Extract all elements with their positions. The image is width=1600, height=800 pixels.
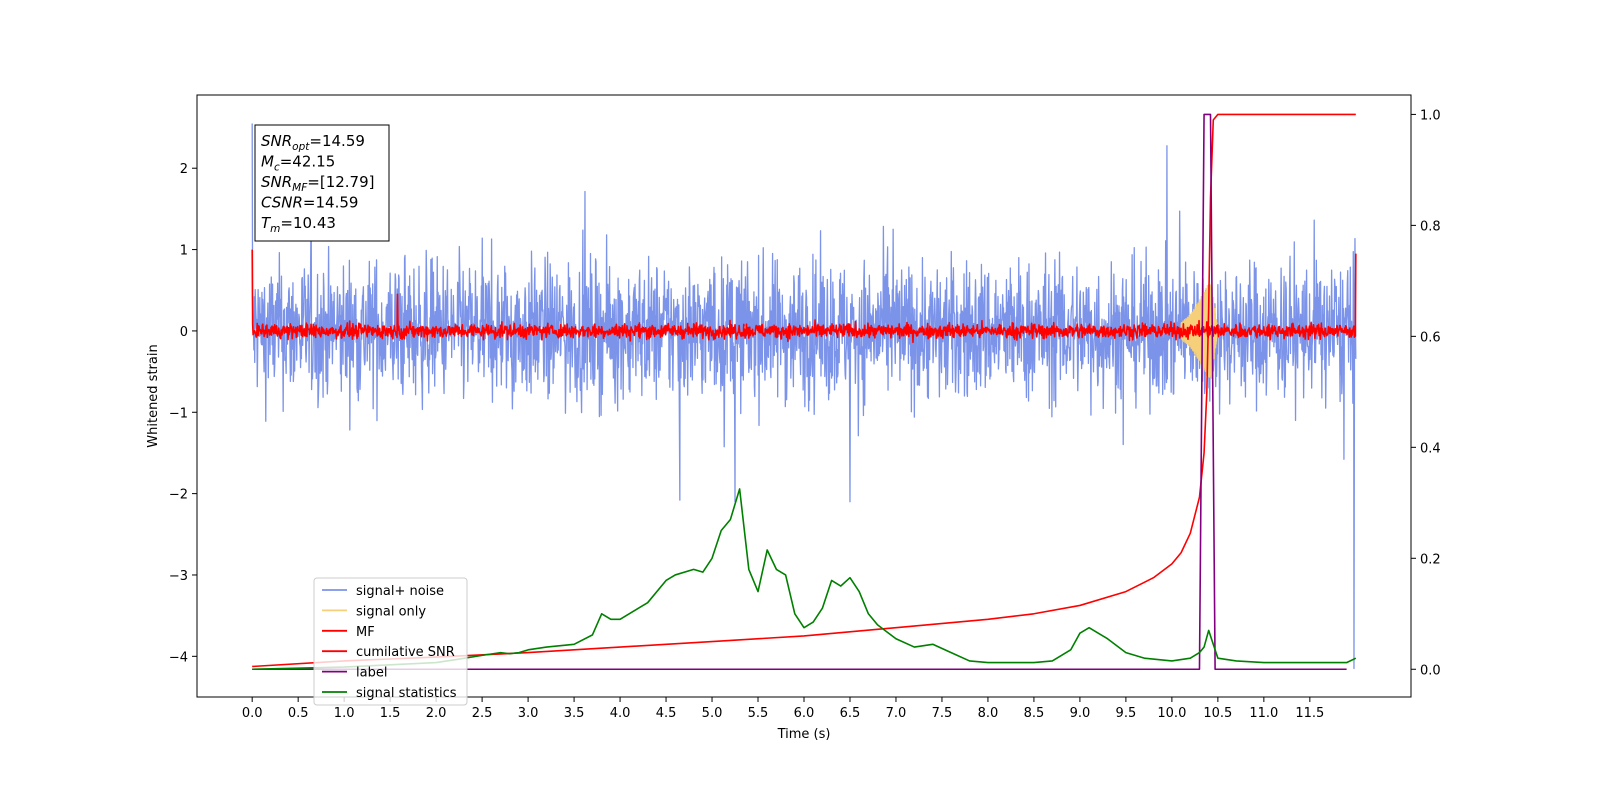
y-axis-left: −4 −3 −2 −1 0 1 2 — [169, 162, 197, 665]
x-tick-label: 0.0 — [242, 706, 263, 721]
legend-label: signal statistics — [356, 686, 457, 701]
annotation-frame — [254, 124, 390, 242]
x-tick-label: 2.0 — [426, 706, 447, 721]
y2-tick-label: 0.2 — [1420, 552, 1441, 567]
y-tick-label: −2 — [169, 488, 188, 503]
y-tick-label: −4 — [169, 650, 188, 665]
y2-tick-label: 1.0 — [1420, 108, 1441, 123]
y-tick-label: 0 — [180, 325, 188, 340]
x-tick-label: 7.5 — [932, 706, 953, 721]
annotation-line: Tm=10.43 — [261, 214, 336, 235]
x-tick-label: 5.0 — [702, 706, 723, 721]
y-tick-label: −3 — [169, 569, 188, 584]
x-tick-label: 3.5 — [564, 706, 585, 721]
x-tick-label: 11.0 — [1249, 706, 1278, 721]
legend-label: cumilative SNR — [356, 645, 455, 660]
x-tick-label: 10.5 — [1203, 706, 1232, 721]
x-tick-label: 6.0 — [794, 706, 815, 721]
annotation-line: CSNR=14.59 — [261, 194, 358, 212]
y-tick-label: −1 — [169, 406, 188, 421]
x-tick-label: 9.0 — [1070, 706, 1091, 721]
series-layer — [251, 113, 1357, 671]
x-tick-label: 11.5 — [1295, 706, 1324, 721]
annotation-line: Mc=42.15 — [261, 153, 335, 174]
y2-tick-label: 0.8 — [1420, 219, 1441, 234]
y2-tick-label: 0.0 — [1420, 663, 1441, 678]
x-tick-label: 9.5 — [1116, 706, 1137, 721]
series-label — [252, 113, 1347, 671]
annotation-line: SNRopt=14.59 — [261, 132, 365, 153]
x-axis-title: Time (s) — [777, 727, 831, 742]
y2-tick-label: 0.4 — [1420, 441, 1441, 456]
annotation-box: SNRopt=14.59Mc=42.15SNRMF=[12.79]CSNR=14… — [254, 124, 390, 242]
legend-label: signal+ noise — [356, 584, 444, 599]
y-axis-title: Whitened strain — [146, 344, 161, 447]
x-tick-label: 8.0 — [978, 706, 999, 721]
x-axis: 0.0 0.5 1.0 1.5 2.0 2.5 3.0 3.5 4.0 4.5 5.0 5.5 6.0 6… — [242, 697, 1324, 721]
y-tick-label: 1 — [180, 244, 188, 259]
series-signal-statistics — [252, 488, 1357, 671]
x-tick-label: 5.5 — [748, 706, 769, 721]
series-cumilative-snr — [252, 113, 1356, 668]
series-mf — [251, 249, 1357, 344]
legend-label: signal only — [356, 604, 426, 619]
x-tick-label: 8.5 — [1024, 706, 1045, 721]
x-tick-label: 7.0 — [886, 706, 907, 721]
y-axis-right: 0.0 0.2 0.4 0.6 0.8 1.0 — [1411, 108, 1441, 678]
x-tick-label: 3.0 — [518, 706, 539, 721]
x-tick-label: 4.0 — [610, 706, 631, 721]
x-tick-label: 0.5 — [288, 706, 309, 721]
x-tick-label: 2.5 — [472, 706, 493, 721]
legend-label: MF — [356, 625, 375, 640]
x-tick-label: 10.0 — [1157, 706, 1186, 721]
x-tick-label: 6.5 — [840, 706, 861, 721]
legend: signal+ noise signal only MF cumilative SNR… — [313, 577, 468, 706]
y-tick-label: 2 — [180, 162, 188, 177]
y2-tick-label: 0.6 — [1420, 330, 1441, 345]
x-tick-label: 1.5 — [380, 706, 401, 721]
x-tick-label: 4.5 — [656, 706, 677, 721]
legend-frame — [313, 577, 468, 706]
annotation-line: SNRMF=[12.79] — [261, 173, 375, 194]
legend-label: label — [356, 666, 387, 681]
x-tick-label: 1.0 — [334, 706, 355, 721]
